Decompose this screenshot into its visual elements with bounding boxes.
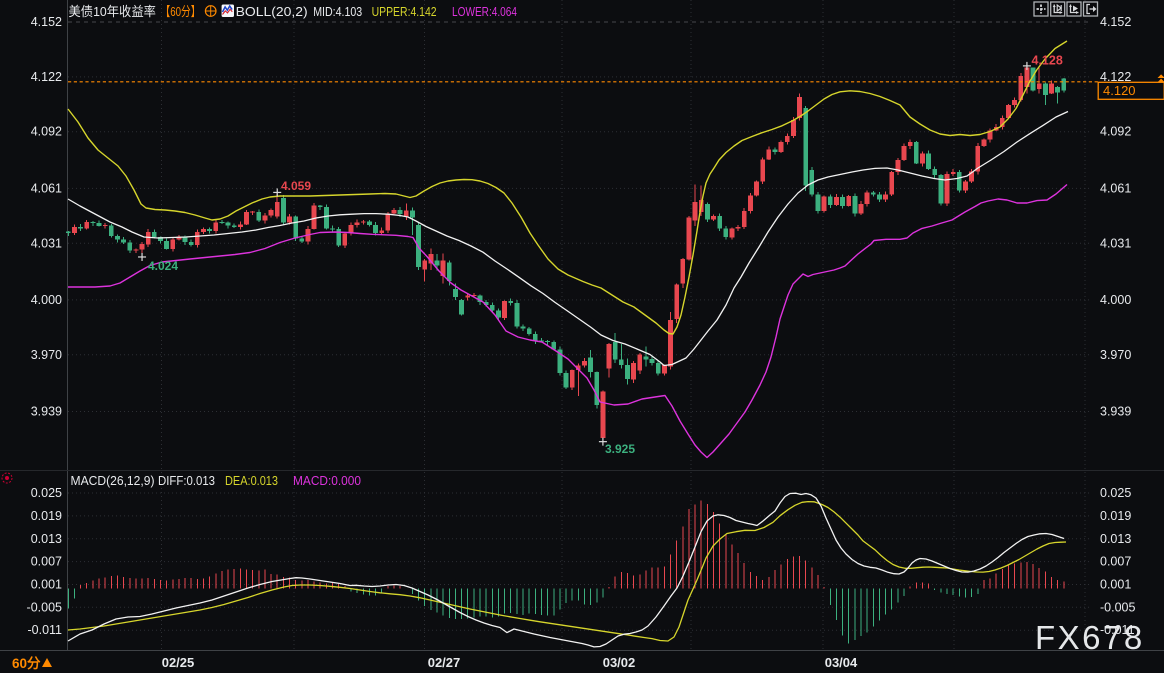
- svg-text:03/02: 03/02: [603, 655, 636, 670]
- svg-text:-0.005: -0.005: [27, 600, 62, 614]
- svg-text:LOWER:4.064: LOWER:4.064: [452, 4, 517, 19]
- svg-text:【60分】: 【60分】: [161, 4, 201, 19]
- svg-text:0.007: 0.007: [1100, 555, 1131, 569]
- svg-text:4.120: 4.120: [1103, 83, 1136, 98]
- svg-text:0.019: 0.019: [1100, 509, 1131, 523]
- svg-text:4.031: 4.031: [1100, 236, 1131, 250]
- svg-text:-0.011: -0.011: [1100, 623, 1135, 637]
- svg-text:3.970: 3.970: [1100, 348, 1131, 362]
- svg-text:3.939: 3.939: [31, 405, 62, 419]
- svg-text:4.152: 4.152: [31, 15, 62, 29]
- svg-text:4.000: 4.000: [31, 293, 62, 307]
- svg-text:MACD:0.000: MACD:0.000: [293, 474, 361, 488]
- svg-text:0.001: 0.001: [1100, 578, 1131, 592]
- svg-text:4.122: 4.122: [1100, 70, 1131, 84]
- svg-text:4.000: 4.000: [1100, 293, 1131, 307]
- svg-text:0.007: 0.007: [31, 555, 62, 569]
- svg-text:02/25: 02/25: [162, 655, 195, 670]
- svg-text:MACD(26,12,9): MACD(26,12,9): [71, 474, 155, 488]
- svg-text:DIFF:0.013: DIFF:0.013: [158, 474, 215, 488]
- svg-text:4.092: 4.092: [1100, 125, 1131, 139]
- svg-text:FX678: FX678: [1035, 619, 1145, 656]
- svg-text:MID:4.103: MID:4.103: [313, 4, 362, 19]
- svg-text:4.092: 4.092: [31, 125, 62, 139]
- svg-text:02/27: 02/27: [428, 655, 461, 670]
- svg-text:-0.005: -0.005: [1100, 600, 1135, 614]
- svg-text:DEA:0.013: DEA:0.013: [225, 474, 278, 488]
- svg-text:4.122: 4.122: [31, 70, 62, 84]
- svg-text:0.001: 0.001: [31, 578, 62, 592]
- svg-text:4.031: 4.031: [31, 236, 62, 250]
- svg-text:0.013: 0.013: [1100, 532, 1131, 546]
- svg-text:3.939: 3.939: [1100, 405, 1131, 419]
- svg-text:0.025: 0.025: [31, 486, 62, 500]
- svg-text:美债10年收益率: 美债10年收益率: [69, 4, 156, 19]
- svg-text:-0.011: -0.011: [27, 623, 62, 637]
- svg-text:3.970: 3.970: [31, 348, 62, 362]
- svg-text:4.128: 4.128: [1032, 54, 1063, 68]
- svg-text:0.013: 0.013: [31, 532, 62, 546]
- svg-text:4.024: 4.024: [148, 259, 178, 273]
- svg-text:03/04: 03/04: [825, 655, 858, 670]
- svg-text:4.059: 4.059: [281, 179, 311, 193]
- svg-text:0.019: 0.019: [31, 509, 62, 523]
- svg-text:4.061: 4.061: [1100, 181, 1131, 195]
- svg-text:3.925: 3.925: [605, 442, 635, 456]
- svg-text:60分: 60分: [12, 656, 41, 671]
- svg-text:4.152: 4.152: [1100, 15, 1131, 29]
- svg-text:4.061: 4.061: [31, 181, 62, 195]
- svg-text:0.025: 0.025: [1100, 486, 1131, 500]
- svg-text:BOLL(20,2): BOLL(20,2): [236, 4, 308, 19]
- svg-text:UPPER:4.142: UPPER:4.142: [372, 4, 437, 19]
